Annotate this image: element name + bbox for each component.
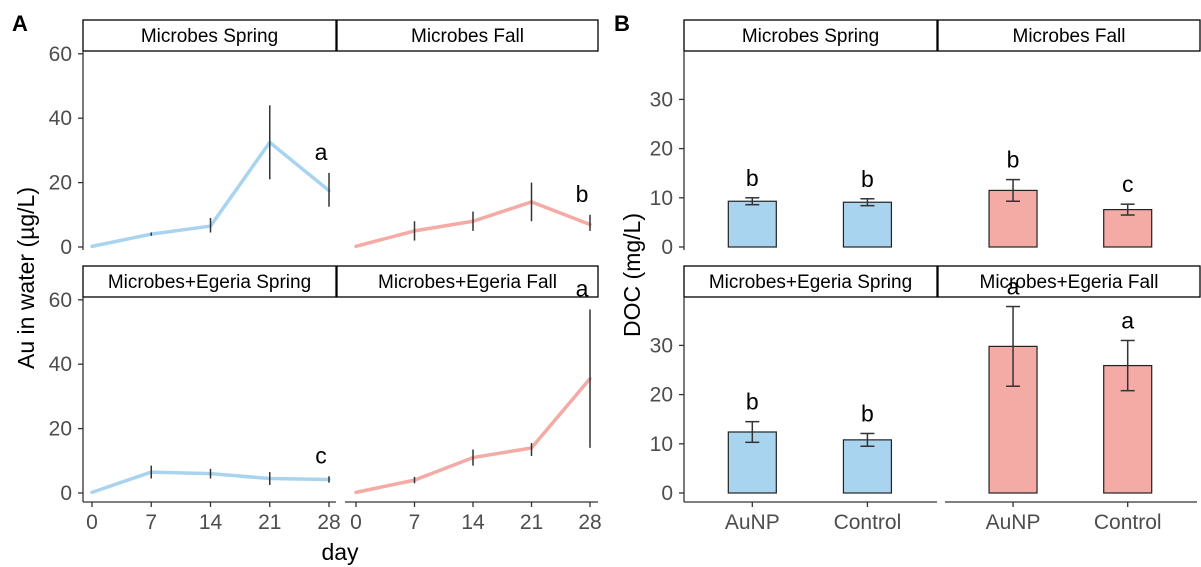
panel-b-tag: B bbox=[614, 11, 630, 36]
significance-letter-b: c bbox=[1122, 171, 1134, 197]
x-tick-label-a: 28 bbox=[317, 511, 340, 534]
y-tick-label-a: 40 bbox=[49, 107, 72, 130]
x-axis-title-a: day bbox=[321, 539, 359, 565]
panel-a-plot-layer: 0 20 40 60 0 20 40 60 0 7 14 21 28 0 7 14 21 28 a b c a bbox=[49, 43, 602, 534]
strip-b-microbes-fall-box bbox=[937, 19, 1201, 52]
significance-letter-a: a bbox=[315, 139, 328, 165]
x-tick-label-a: 28 bbox=[578, 511, 601, 534]
strip-a-egeria-fall-box bbox=[336, 265, 599, 298]
strip-b-microbes-spring-box bbox=[683, 19, 938, 52]
strip-a-microbes-spring-box bbox=[82, 19, 337, 52]
strip-a-egeria-spring-box bbox=[82, 265, 337, 298]
significance-letter-b: b bbox=[746, 165, 759, 191]
significance-letter-b: b bbox=[1007, 147, 1020, 173]
y-tick-label-b: 20 bbox=[650, 384, 673, 407]
y-tick-label-a: 60 bbox=[49, 289, 72, 312]
x-tick-label-b: AuNP bbox=[986, 511, 1041, 534]
strip-b-egeria-fall: Microbes+Egeria Fall bbox=[980, 272, 1159, 293]
series-line-a bbox=[354, 376, 592, 495]
y-axis-title-b: DOC (mg/L) bbox=[619, 213, 645, 337]
x-tick-label-a: 0 bbox=[86, 511, 98, 534]
panel-b-plot-layer: 0 10 20 30 0 10 20 30 AuNP Control AuNP Control b b b c… bbox=[650, 88, 1162, 534]
y-tick-label-a: 60 bbox=[49, 43, 72, 66]
bar-b bbox=[842, 201, 893, 248]
strip-b-microbes-fall: Microbes Fall bbox=[1013, 26, 1126, 47]
x-tick-label-a: 7 bbox=[145, 511, 157, 534]
strip-b-egeria-spring: Microbes+Egeria Spring bbox=[709, 272, 912, 293]
bar-b bbox=[1103, 364, 1153, 494]
y-tick-label-a: 40 bbox=[49, 353, 72, 376]
x-tick-label-a: 21 bbox=[520, 511, 543, 534]
strip-a-egeria-spring: Microbes+Egeria Spring bbox=[108, 272, 311, 293]
strip-b-egeria-spring-box bbox=[683, 265, 938, 298]
y-tick-label-b: 20 bbox=[650, 138, 673, 161]
x-tick-label-b: AuNP bbox=[725, 511, 780, 534]
y-tick-label-b: 30 bbox=[650, 88, 673, 111]
significance-letter-b: b bbox=[746, 389, 759, 415]
x-tick-label-b: Control bbox=[834, 511, 902, 534]
strip-a-egeria-fall: Microbes+Egeria Fall bbox=[378, 272, 557, 293]
y-tick-label-b: 30 bbox=[650, 334, 673, 357]
strip-b-microbes-spring: Microbes Spring bbox=[742, 26, 879, 47]
y-tick-label-a: 20 bbox=[49, 172, 72, 195]
bar-b bbox=[727, 200, 777, 248]
y-tick-label-a: 0 bbox=[60, 236, 72, 259]
significance-letter-a: b bbox=[576, 181, 589, 207]
panel-a-tag: A bbox=[12, 11, 28, 36]
x-tick-label-a: 0 bbox=[350, 511, 362, 534]
x-tick-label-a: 7 bbox=[409, 511, 421, 534]
y-tick-label-a: 20 bbox=[49, 418, 72, 441]
bar-b bbox=[1103, 209, 1153, 248]
panel-a: A Microbes Spring Microbes Fall Microbes… bbox=[12, 11, 602, 565]
significance-letter-a: c bbox=[315, 442, 327, 468]
strip-a-microbes-fall: Microbes Fall bbox=[411, 26, 524, 47]
significance-letter-a: a bbox=[576, 275, 589, 301]
y-axis-title-a: Au in water (µg/L) bbox=[13, 187, 39, 369]
y-tick-label-b: 10 bbox=[650, 433, 673, 456]
strip-a-microbes-fall-box bbox=[336, 19, 599, 52]
x-tick-label-a: 14 bbox=[461, 511, 485, 534]
significance-letter-b: a bbox=[1121, 307, 1134, 333]
y-tick-label-b: 0 bbox=[661, 236, 673, 259]
panel-b: B Microbes Spring Microbes Fall Microbes… bbox=[614, 11, 1201, 534]
significance-letter-b: a bbox=[1007, 274, 1020, 300]
strip-a-microbes-spring: Microbes Spring bbox=[141, 26, 278, 47]
y-tick-label-a: 0 bbox=[60, 482, 72, 505]
significance-letter-b: b bbox=[861, 400, 874, 426]
bar-b bbox=[842, 439, 893, 494]
y-tick-label-b: 0 bbox=[661, 482, 673, 505]
strip-b-egeria-fall-box bbox=[937, 265, 1201, 298]
significance-letter-b: b bbox=[861, 166, 874, 192]
x-tick-label-a: 21 bbox=[258, 511, 281, 534]
x-tick-label-a: 14 bbox=[199, 511, 223, 534]
y-tick-label-b: 10 bbox=[650, 187, 673, 210]
x-tick-label-b: Control bbox=[1094, 511, 1162, 534]
